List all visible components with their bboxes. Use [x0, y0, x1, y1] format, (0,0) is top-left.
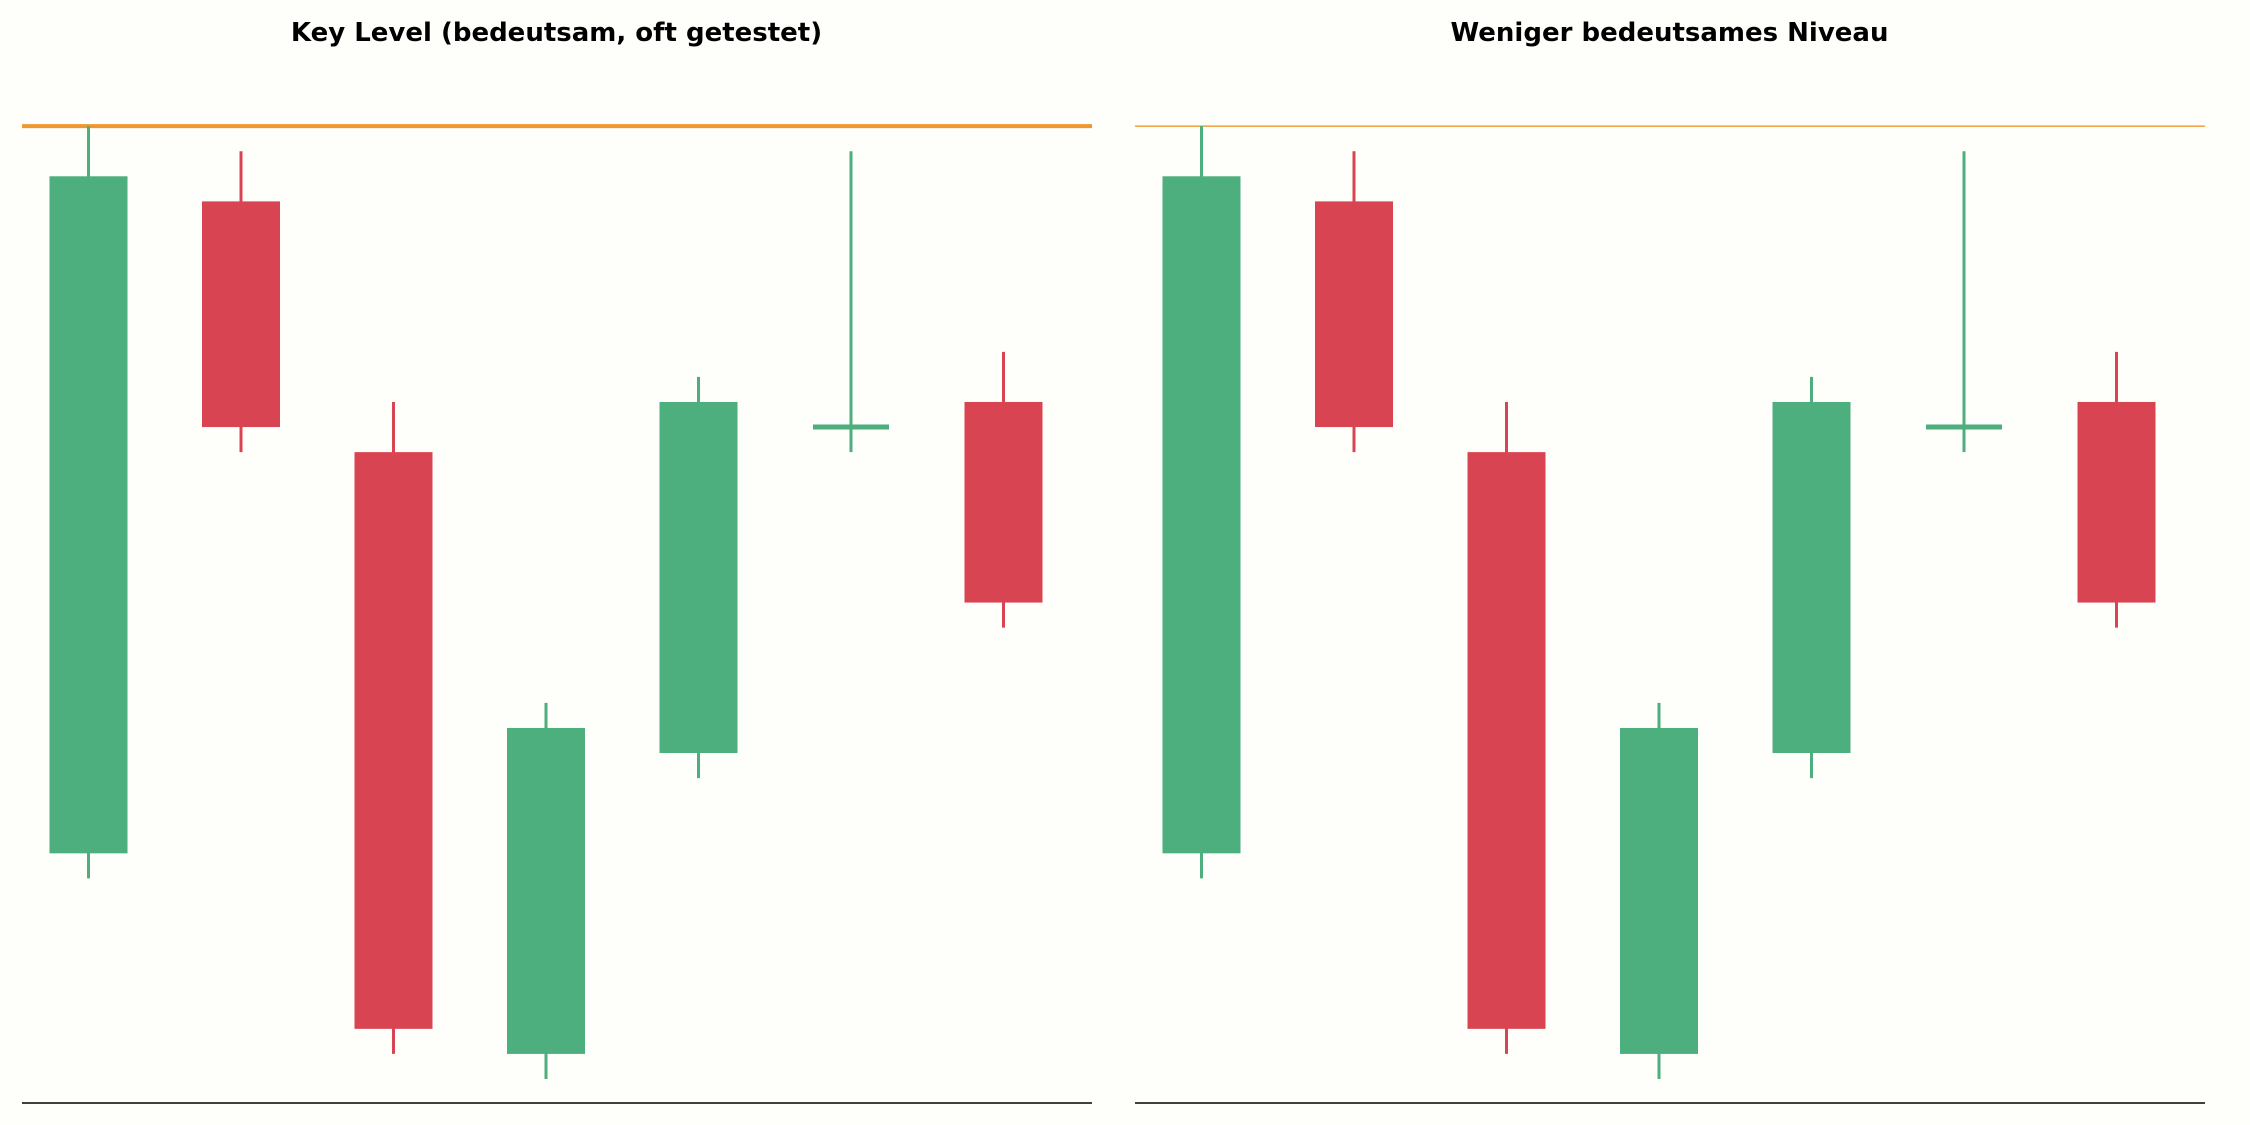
- candle-body: [1315, 201, 1393, 428]
- candle-body: [1467, 452, 1546, 1029]
- candle: [964, 351, 1043, 628]
- candle: [813, 151, 889, 453]
- candle-body: [354, 452, 433, 1029]
- candle-body: [2077, 401, 2156, 603]
- candle: [659, 376, 738, 779]
- candle-body: [202, 201, 280, 428]
- candle: [507, 702, 585, 1079]
- chart-panel-minor-level: Weniger bedeutsames Niveau: [1113, 0, 2226, 1125]
- candle-body: [659, 401, 738, 754]
- candle: [1315, 151, 1393, 453]
- candle: [2077, 351, 2156, 628]
- candle: [1162, 126, 1241, 879]
- candle-body: [507, 727, 585, 1054]
- chart-panel-key-level: Key Level (bedeutsam, oft getestet): [0, 0, 1113, 1125]
- candle-body: [1620, 727, 1698, 1054]
- candle-body: [1162, 176, 1241, 854]
- chart-title: Weniger bedeutsames Niveau: [1450, 18, 1889, 48]
- candle-body: [49, 176, 128, 854]
- candlestick-chart: [1135, 125, 2205, 1104]
- candle: [202, 151, 280, 453]
- candle: [1926, 151, 2002, 453]
- candle: [1620, 702, 1698, 1079]
- candle: [49, 126, 128, 879]
- candle-body: [1772, 401, 1851, 754]
- candle: [1772, 376, 1851, 779]
- chart-title: Key Level (bedeutsam, oft getestet): [290, 18, 823, 48]
- candle: [354, 401, 433, 1054]
- candle: [1467, 401, 1546, 1054]
- candle-body: [964, 401, 1043, 603]
- candlestick-chart: [22, 124, 1092, 1104]
